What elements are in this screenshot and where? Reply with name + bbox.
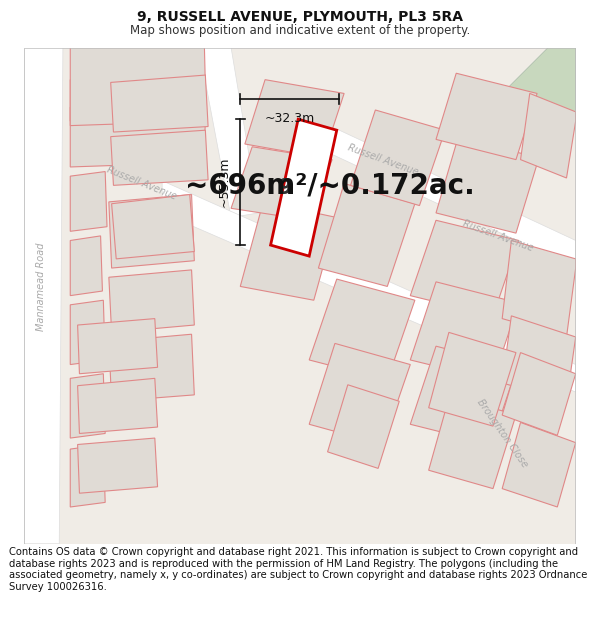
Polygon shape xyxy=(309,279,415,380)
Polygon shape xyxy=(428,395,516,489)
Polygon shape xyxy=(70,75,205,121)
Polygon shape xyxy=(25,48,575,544)
Polygon shape xyxy=(410,220,519,316)
Polygon shape xyxy=(109,334,194,401)
Text: Map shows position and indicative extent of the property.: Map shows position and indicative extent… xyxy=(130,24,470,37)
Polygon shape xyxy=(112,194,194,259)
Polygon shape xyxy=(502,241,575,337)
Polygon shape xyxy=(428,332,516,426)
Polygon shape xyxy=(271,119,337,256)
Text: Contains OS data © Crown copyright and database right 2021. This information is : Contains OS data © Crown copyright and d… xyxy=(9,547,587,592)
Polygon shape xyxy=(70,300,105,364)
Text: ~55.3m: ~55.3m xyxy=(218,157,231,208)
Polygon shape xyxy=(350,110,445,206)
Polygon shape xyxy=(70,236,103,296)
Polygon shape xyxy=(77,438,158,493)
Polygon shape xyxy=(70,444,105,507)
Text: ~32.3m: ~32.3m xyxy=(265,112,314,125)
Polygon shape xyxy=(77,319,158,374)
Polygon shape xyxy=(502,352,575,435)
Polygon shape xyxy=(110,130,208,186)
Polygon shape xyxy=(231,147,332,220)
Polygon shape xyxy=(77,378,158,434)
Polygon shape xyxy=(300,112,575,268)
Polygon shape xyxy=(436,138,539,233)
Polygon shape xyxy=(70,374,105,438)
Polygon shape xyxy=(70,48,206,126)
Polygon shape xyxy=(521,94,575,178)
Polygon shape xyxy=(245,79,344,158)
Text: Mannamead Road: Mannamead Road xyxy=(36,242,46,331)
Polygon shape xyxy=(436,73,537,159)
Polygon shape xyxy=(502,422,575,507)
Polygon shape xyxy=(199,48,259,217)
Polygon shape xyxy=(319,184,415,286)
Text: Russell Avenue: Russell Avenue xyxy=(106,165,178,202)
Polygon shape xyxy=(162,181,575,392)
Polygon shape xyxy=(410,346,517,444)
Polygon shape xyxy=(70,102,206,167)
Text: Russell Avenue: Russell Avenue xyxy=(346,142,419,177)
Polygon shape xyxy=(109,270,194,332)
Polygon shape xyxy=(410,282,519,380)
Text: Russell Avenue: Russell Avenue xyxy=(461,219,534,253)
Text: Broughton Close: Broughton Close xyxy=(475,398,530,469)
Polygon shape xyxy=(493,48,575,130)
Polygon shape xyxy=(110,75,208,132)
Polygon shape xyxy=(240,202,337,300)
Text: 9, RUSSELL AVENUE, PLYMOUTH, PL3 5RA: 9, RUSSELL AVENUE, PLYMOUTH, PL3 5RA xyxy=(137,11,463,24)
Polygon shape xyxy=(109,194,194,268)
Polygon shape xyxy=(25,48,63,544)
Polygon shape xyxy=(328,385,399,468)
Text: 9: 9 xyxy=(278,177,293,198)
Text: ~696m²/~0.172ac.: ~696m²/~0.172ac. xyxy=(185,171,475,199)
Polygon shape xyxy=(309,343,410,444)
Polygon shape xyxy=(70,171,107,231)
Polygon shape xyxy=(502,316,575,401)
